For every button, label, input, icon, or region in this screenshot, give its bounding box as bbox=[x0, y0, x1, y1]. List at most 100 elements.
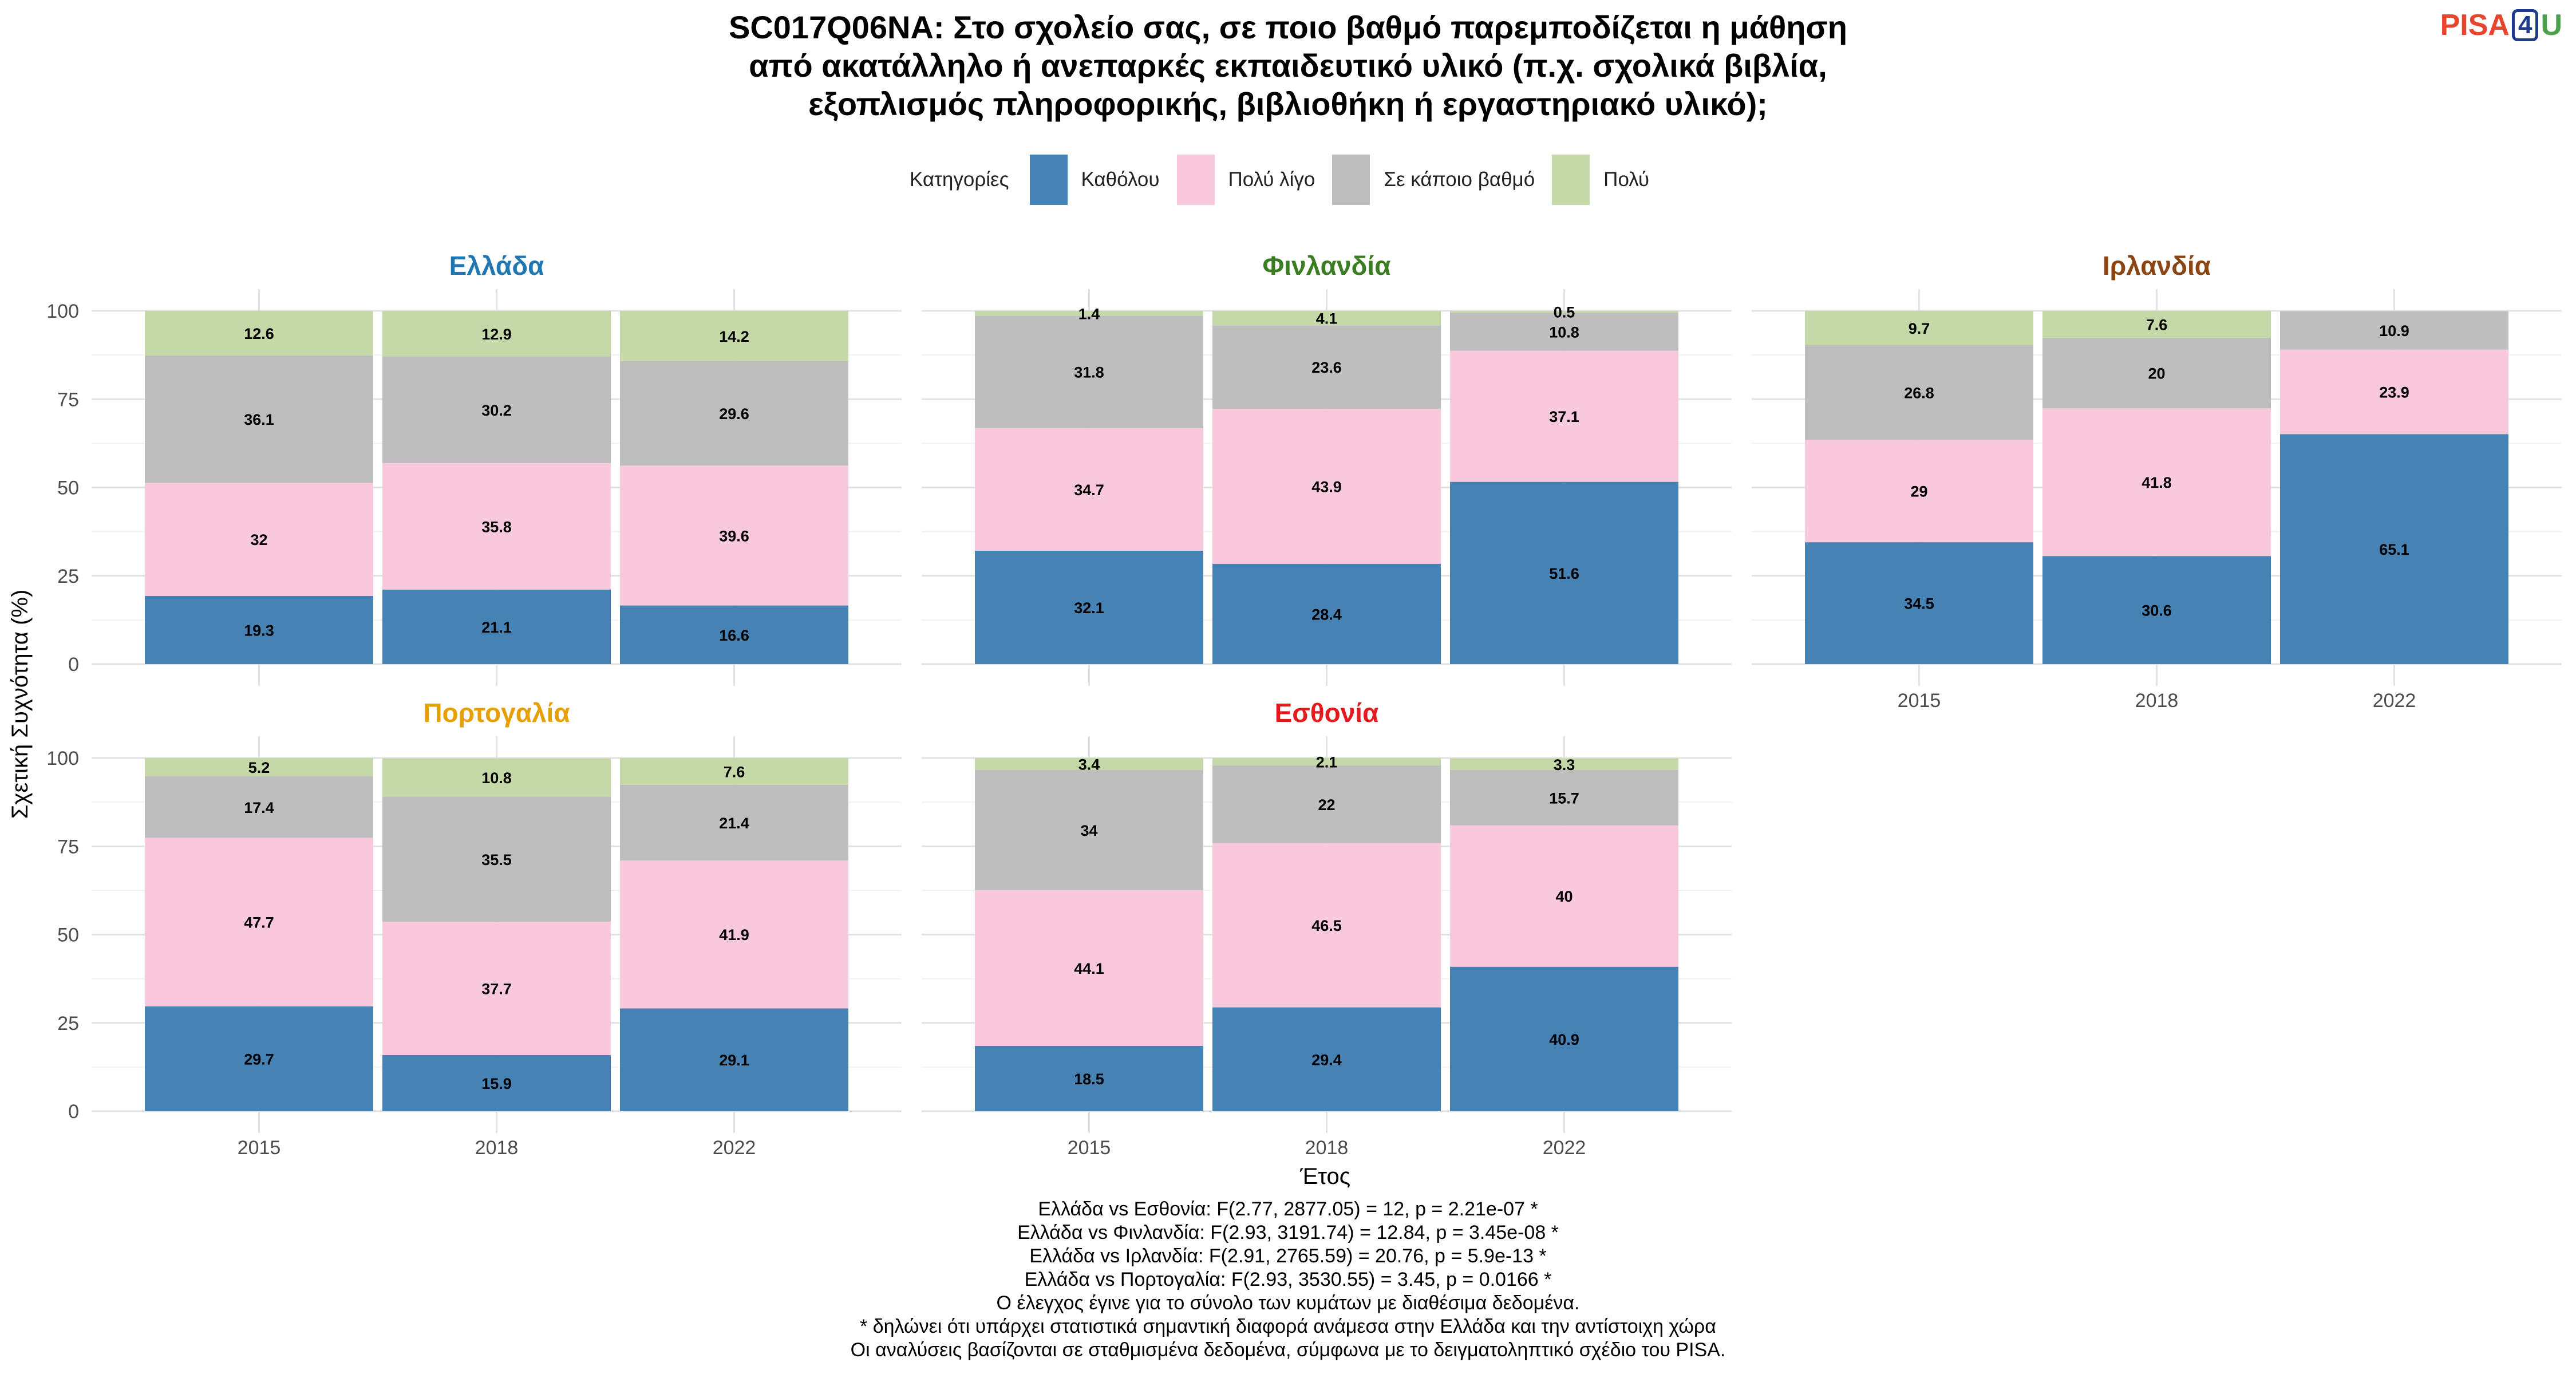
bar-ellada-2018-se-kapoio-vathmo bbox=[382, 356, 611, 463]
bar-finlandia-2018-poly-ligo bbox=[1212, 408, 1441, 564]
bar-finlandia-2015-katholou bbox=[974, 550, 1203, 664]
footer-line-7: Οι αναλύσεις βασίζονται σε σταθμισμένα δ… bbox=[850, 1339, 1726, 1361]
data-label: 41.8 bbox=[2142, 474, 2172, 491]
legend: Κατηγορίες Καθόλου Πολύ λίγο Σε κάποιο β… bbox=[0, 155, 2576, 205]
data-label: 30.2 bbox=[481, 402, 512, 419]
legend-item-katholou: Καθόλου bbox=[1029, 155, 1160, 205]
y-tick-label: 25 bbox=[57, 1013, 79, 1035]
footer-line-3: Ελλάδα vs Ιρλανδία: F(2.91, 2765.59) = 2… bbox=[1029, 1245, 1547, 1267]
data-label: 16.6 bbox=[719, 627, 749, 644]
bar-ellada-2018-poly-ligo bbox=[382, 463, 611, 590]
data-label: 7.6 bbox=[724, 763, 745, 780]
data-label: 34 bbox=[1080, 822, 1097, 839]
bar-portogalia-2022-katholou bbox=[620, 1008, 849, 1111]
data-label: 26.8 bbox=[1904, 385, 1934, 402]
x-tick-label: 2018 bbox=[2135, 690, 2179, 712]
data-label: 29.6 bbox=[719, 405, 749, 423]
bar-ellada-2015-poly bbox=[144, 311, 373, 356]
panel-title-esthonia: Εσθονία bbox=[1275, 698, 1379, 728]
bar-esthonia-2018-poly bbox=[1212, 758, 1441, 765]
legend-swatch-poly-ligo bbox=[1176, 155, 1215, 205]
legend-label-se-kapoio-vathmo: Σε κάποιο βαθμό bbox=[1384, 168, 1535, 191]
footer-line-4: Ελλάδα vs Πορτογαλία: F(2.93, 3530.55) =… bbox=[1024, 1269, 1552, 1290]
x-axis-title: Έτος bbox=[1299, 1164, 1350, 1189]
data-label: 15.9 bbox=[481, 1075, 512, 1092]
footer-line-2: Ελλάδα vs Φινλανδία: F(2.93, 3191.74) = … bbox=[1017, 1222, 1559, 1243]
data-label: 10.9 bbox=[2379, 322, 2409, 339]
data-label: 32.1 bbox=[1074, 599, 1104, 617]
bar-finlandia-2022-se-kapoio-vathmo bbox=[1450, 313, 1679, 351]
bar-portogalia-2018-poly-ligo bbox=[382, 922, 611, 1055]
legend-title: Κατηγορίες bbox=[909, 168, 1009, 191]
bar-ellada-2022-katholou bbox=[620, 605, 849, 664]
data-label: 51.6 bbox=[1549, 565, 1579, 582]
data-label: 3.3 bbox=[1554, 756, 1575, 773]
bar-ellada-2015-katholou bbox=[144, 595, 373, 664]
x-tick-label: 2018 bbox=[475, 1137, 519, 1159]
data-label: 46.5 bbox=[1311, 917, 1342, 934]
bar-esthonia-2015-katholou bbox=[974, 1045, 1203, 1111]
chart-title: SC017Q06NA: Στο σχολείο σας, σε ποιο βαθ… bbox=[0, 8, 2576, 123]
data-label: 18.5 bbox=[1074, 1071, 1104, 1088]
bar-finlandia-2015-poly-ligo bbox=[974, 428, 1203, 551]
data-label: 10.8 bbox=[481, 769, 512, 787]
data-label: 40.9 bbox=[1549, 1031, 1579, 1048]
data-label: 22 bbox=[1318, 796, 1335, 814]
data-label: 17.4 bbox=[244, 799, 274, 816]
title-line-2: από ακατάλληλο ή ανεπαρκές εκπαιδευτικό … bbox=[749, 48, 1827, 84]
logo-part-3: U bbox=[2541, 9, 2562, 42]
bar-irlandia-2015-se-kapoio-vathmo bbox=[1804, 345, 2033, 440]
bar-irlandia-2018-poly bbox=[2042, 311, 2271, 338]
data-label: 15.7 bbox=[1549, 789, 1579, 807]
bar-esthonia-2018-se-kapoio-vathmo bbox=[1212, 765, 1441, 843]
data-label: 0.5 bbox=[1554, 304, 1575, 321]
data-label: 2.1 bbox=[1316, 753, 1338, 771]
y-tick-label: 75 bbox=[57, 389, 79, 410]
data-label: 35.5 bbox=[481, 851, 512, 868]
legend-swatch-katholou bbox=[1029, 155, 1068, 205]
data-label: 29.1 bbox=[719, 1052, 749, 1069]
bar-portogalia-2018-katholou bbox=[382, 1055, 611, 1111]
legend-label-katholou: Καθόλου bbox=[1081, 168, 1160, 191]
data-label: 36.1 bbox=[244, 411, 274, 428]
x-tick-label: 2022 bbox=[1543, 1137, 1586, 1159]
data-label: 19.3 bbox=[244, 622, 274, 639]
data-label: 35.8 bbox=[481, 518, 512, 535]
data-label: 23.6 bbox=[1311, 359, 1342, 376]
legend-swatch-se-kapoio-vathmo bbox=[1332, 155, 1370, 205]
x-tick-label: 2015 bbox=[238, 1137, 281, 1159]
data-label: 20 bbox=[2148, 365, 2165, 382]
panel-title-irlandia: Ιρλανδία bbox=[2103, 251, 2211, 281]
bar-irlandia-2018-katholou bbox=[2042, 556, 2271, 664]
bar-portogalia-2015-poly-ligo bbox=[144, 838, 373, 1006]
data-label: 5.2 bbox=[248, 759, 270, 776]
y-tick-label: 0 bbox=[68, 654, 79, 676]
bar-irlandia-2022-se-kapoio-vathmo bbox=[2280, 311, 2509, 350]
bar-portogalia-2015-poly bbox=[144, 758, 373, 777]
data-label: 10.8 bbox=[1549, 323, 1579, 341]
x-tick-label: 2015 bbox=[1068, 1137, 1111, 1159]
data-label: 29.4 bbox=[1311, 1051, 1342, 1068]
y-tick-label: 50 bbox=[57, 477, 79, 499]
bar-irlandia-2022-katholou bbox=[2280, 434, 2509, 664]
bar-ellada-2022-poly bbox=[620, 311, 849, 361]
bar-esthonia-2022-se-kapoio-vathmo bbox=[1450, 769, 1679, 826]
data-label: 47.7 bbox=[244, 914, 274, 931]
bar-portogalia-2018-poly bbox=[382, 758, 611, 797]
data-label: 37.7 bbox=[481, 981, 512, 998]
bar-ellada-2022-se-kapoio-vathmo bbox=[620, 361, 849, 466]
bar-ellada-2018-katholou bbox=[382, 589, 611, 664]
bar-finlandia-2018-poly bbox=[1212, 311, 1441, 326]
bar-irlandia-2015-poly-ligo bbox=[1804, 440, 2033, 543]
data-label: 39.6 bbox=[719, 527, 749, 544]
data-label: 14.2 bbox=[719, 328, 749, 345]
bar-portogalia-2022-poly bbox=[620, 758, 849, 785]
bar-ellada-2022-poly-ligo bbox=[620, 465, 849, 606]
data-label: 34.5 bbox=[1904, 595, 1934, 613]
bar-irlandia-2022-poly-ligo bbox=[2280, 349, 2509, 435]
bar-irlandia-2015-poly bbox=[1804, 311, 2033, 345]
title-line-1: SC017Q06NA: Στο σχολείο σας, σε ποιο βαθ… bbox=[728, 9, 1847, 45]
bar-esthonia-2015-poly bbox=[974, 758, 1203, 770]
bar-finlandia-2018-se-kapoio-vathmo bbox=[1212, 325, 1441, 409]
data-label: 23.9 bbox=[2379, 384, 2409, 401]
